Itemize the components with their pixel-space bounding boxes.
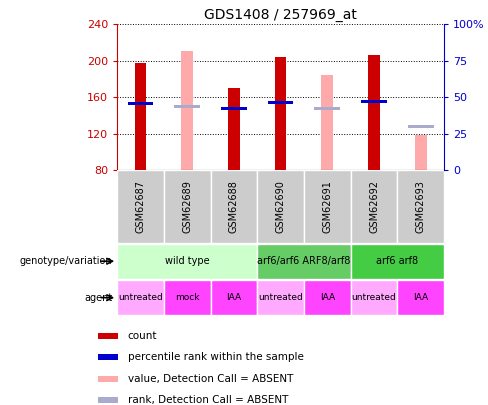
Bar: [257, 170, 304, 243]
Bar: [257, 280, 304, 315]
Text: genotype/variation: genotype/variation: [20, 256, 112, 266]
Text: untreated: untreated: [352, 293, 396, 302]
Text: percentile rank within the sample: percentile rank within the sample: [128, 352, 304, 362]
Text: GSM62692: GSM62692: [369, 180, 379, 233]
Text: IAA: IAA: [226, 293, 242, 302]
Bar: [182, 51, 193, 170]
Text: GSM62687: GSM62687: [136, 180, 145, 233]
Text: IAA: IAA: [413, 293, 428, 302]
Bar: [397, 280, 444, 315]
Bar: [117, 280, 164, 315]
Bar: [98, 354, 118, 360]
Bar: [408, 125, 433, 128]
Bar: [98, 376, 118, 382]
Title: GDS1408 / 257969_at: GDS1408 / 257969_at: [204, 8, 357, 22]
Text: GSM62688: GSM62688: [229, 180, 239, 233]
Bar: [257, 244, 351, 279]
Bar: [361, 100, 387, 103]
Bar: [164, 280, 210, 315]
Bar: [98, 333, 118, 339]
Text: value, Detection Call = ABSENT: value, Detection Call = ABSENT: [128, 374, 293, 384]
Bar: [117, 170, 164, 243]
Bar: [275, 57, 286, 170]
Text: count: count: [128, 331, 157, 341]
Bar: [174, 105, 200, 108]
Bar: [351, 280, 397, 315]
Text: GSM62690: GSM62690: [276, 180, 285, 233]
Bar: [351, 170, 397, 243]
Bar: [210, 280, 257, 315]
Bar: [304, 280, 351, 315]
Bar: [117, 244, 257, 279]
Bar: [98, 397, 118, 403]
Text: untreated: untreated: [118, 293, 163, 302]
Bar: [268, 101, 293, 104]
Bar: [314, 107, 340, 109]
Bar: [128, 102, 153, 105]
Text: GSM62689: GSM62689: [182, 180, 192, 233]
Text: untreated: untreated: [258, 293, 303, 302]
Text: agent: agent: [84, 293, 112, 303]
Bar: [210, 170, 257, 243]
Bar: [164, 170, 210, 243]
Text: mock: mock: [175, 293, 200, 302]
Bar: [368, 55, 380, 170]
Text: GSM62691: GSM62691: [322, 180, 332, 233]
Bar: [304, 170, 351, 243]
Bar: [221, 107, 247, 109]
Bar: [415, 136, 427, 170]
Text: wild type: wild type: [165, 256, 209, 266]
Bar: [397, 170, 444, 243]
Text: GSM62693: GSM62693: [416, 180, 426, 233]
Bar: [228, 88, 240, 170]
Text: IAA: IAA: [320, 293, 335, 302]
Bar: [322, 75, 333, 170]
Text: rank, Detection Call = ABSENT: rank, Detection Call = ABSENT: [128, 395, 288, 405]
Text: arf6 arf8: arf6 arf8: [376, 256, 418, 266]
Text: arf6/arf6 ARF8/arf8: arf6/arf6 ARF8/arf8: [257, 256, 351, 266]
Bar: [135, 62, 146, 170]
Bar: [351, 244, 444, 279]
